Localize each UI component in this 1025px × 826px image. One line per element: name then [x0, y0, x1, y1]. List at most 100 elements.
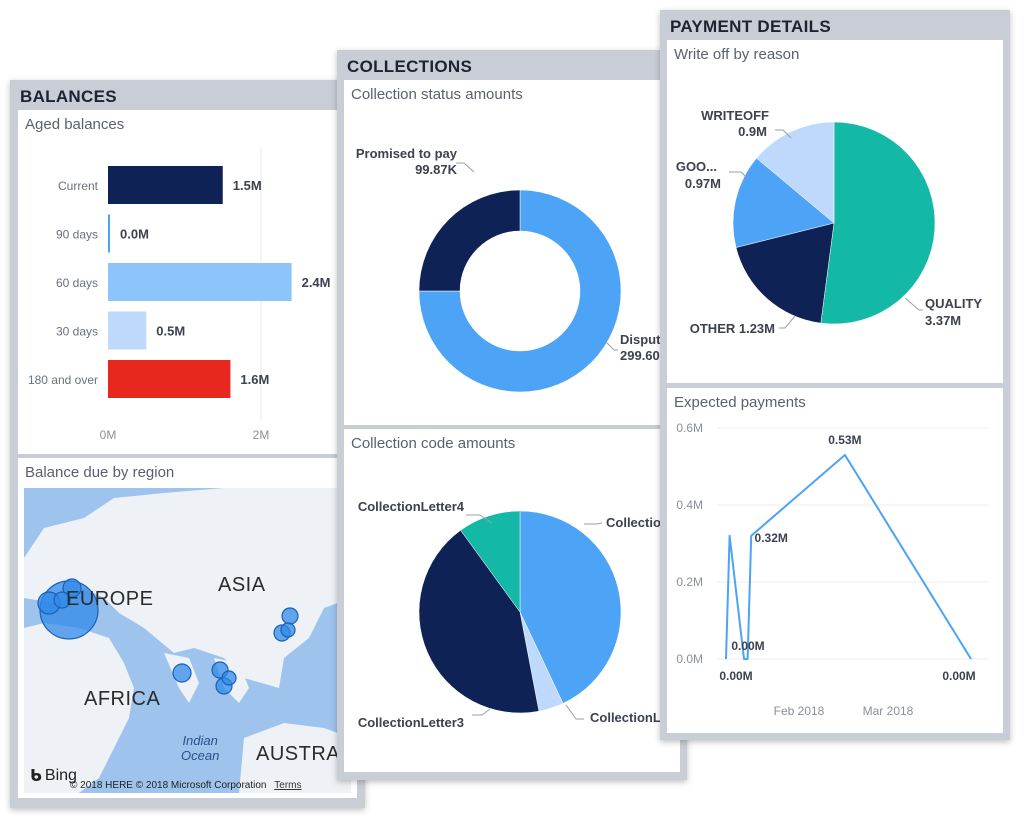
terms-link[interactable]: Terms	[274, 780, 302, 791]
pie-slice[interactable]	[735, 222, 835, 324]
slice-label: WRITEOFF	[701, 108, 769, 123]
x-tick-label: Mar 2018	[863, 704, 914, 718]
map-bubble[interactable]	[221, 670, 237, 686]
pie-slice[interactable]	[519, 510, 622, 704]
writeoff-title: Write off by reason	[674, 46, 800, 63]
aged-balances-title: Aged balances	[25, 116, 125, 133]
leader-line	[466, 514, 493, 524]
collection-code-title: Collection code amounts	[351, 435, 516, 452]
collection-status-tile[interactable]: Collection status amounts Dispute 299.60K…	[344, 80, 680, 425]
region-title: Balance due by region	[25, 464, 175, 481]
payment-title: PAYMENT DETAILS	[670, 17, 831, 36]
bar[interactable]	[108, 360, 231, 398]
expected-tile[interactable]: Expected payments 0.0M 0.2M 0.4M 0.6M 0.00M 0…	[667, 388, 1003, 733]
category-label: Current	[58, 179, 99, 193]
collection-code-tile[interactable]: Collection code amounts Collection Collec…	[344, 429, 680, 772]
balances-panel: BALANCES Aged balances Current 1.5M 90 day…	[10, 80, 365, 808]
payment-panel: PAYMENT DETAILS Write off by reason QUAL…	[660, 10, 1010, 740]
series-line	[725, 453, 972, 660]
map-bubble[interactable]	[280, 622, 296, 638]
value-label: 0.0M	[120, 227, 149, 242]
slice-label: Promised to pay	[356, 146, 458, 161]
map-copyright: © 2018 HERE © 2018 Microsoft Corporation…	[70, 780, 302, 791]
x-tick-label: 2M	[253, 428, 270, 442]
slice-value: 99.87K	[415, 162, 458, 177]
data-label: 0.00M	[719, 669, 752, 683]
map-bubble[interactable]	[281, 607, 299, 625]
pie-slice[interactable]	[820, 121, 936, 325]
slice-value: 299.60K	[620, 348, 670, 363]
expected-payments-chart: 0.0M 0.2M 0.4M 0.6M 0.00M 0.32M 0.00M 0.53M 0.00…	[676, 421, 989, 718]
map-label-australia: AUSTRA	[256, 743, 341, 765]
pie-slice[interactable]	[732, 157, 835, 248]
category-label: 30 days	[56, 325, 98, 339]
map-bubble[interactable]	[172, 663, 192, 683]
value-label: 1.6M	[240, 372, 269, 387]
value-label: 2.4M	[302, 275, 331, 290]
leader-line	[775, 129, 792, 139]
map-label-europe: EUROPE	[66, 588, 154, 610]
y-tick-label: 0.6M	[676, 421, 703, 435]
data-label: 0.53M	[828, 433, 861, 447]
y-tick-label: 0.0M	[676, 652, 703, 666]
slice-label: QUALITY	[925, 296, 982, 311]
leader-line	[565, 704, 584, 720]
leader-line	[472, 708, 491, 716]
data-label: 0.00M	[942, 669, 975, 683]
data-label: 0.32M	[755, 531, 788, 545]
pie-slice[interactable]	[418, 189, 622, 393]
slice-label: CollectionLet	[590, 710, 673, 725]
writeoff-chart: QUALITY 3.37M OTHER 1.23M GOO... 0.97M WRITEO…	[676, 108, 983, 336]
map-label-ocean: Indian Ocean	[181, 733, 220, 763]
slice-label: Dispute	[620, 332, 668, 347]
value-label: 1.5M	[233, 178, 262, 193]
slice-label: CollectionLetter4	[358, 499, 465, 514]
collection-status-title: Collection status amounts	[351, 86, 523, 103]
pie-slice[interactable]	[756, 121, 835, 224]
pie-slice[interactable]	[460, 510, 521, 613]
aged-balances-chart: Current 1.5M 90 days 0.0M 60 days 2.4M 30 days…	[28, 148, 331, 442]
region-tile[interactable]: Balance due by region	[18, 458, 357, 798]
map-bubble[interactable]	[62, 578, 82, 598]
y-tick-label: 0.2M	[676, 575, 703, 589]
pie-slice[interactable]	[418, 529, 540, 714]
category-label: 60 days	[56, 276, 98, 290]
leader-line	[584, 522, 603, 525]
data-label: 0.00M	[731, 639, 764, 653]
category-label: 90 days	[56, 228, 98, 242]
slice-label: OTHER 1.23M	[690, 321, 775, 336]
bar[interactable]	[108, 263, 292, 301]
collections-title: COLLECTIONS	[347, 57, 473, 76]
value-label: 0.5M	[156, 324, 185, 339]
leader-line	[904, 297, 923, 311]
balances-title: BALANCES	[20, 87, 117, 106]
x-tick-label: Feb 2018	[774, 704, 825, 718]
expected-title: Expected payments	[674, 394, 806, 411]
collections-panel: COLLECTIONS Collection status amounts Di…	[337, 50, 687, 780]
map-bubble[interactable]	[53, 591, 71, 609]
aged-balances-tile[interactable]: Aged balances Current 1.5M 90 days 0.0M 60 d…	[18, 110, 357, 454]
bar[interactable]	[108, 311, 147, 350]
slice-value: 3.37M	[925, 313, 961, 328]
leader-line	[605, 341, 618, 351]
map-label-asia: ASIA	[218, 574, 266, 596]
leader-line	[779, 315, 796, 329]
writeoff-tile[interactable]: Write off by reason QUALITY 3.37M OTHER 1.…	[667, 40, 1003, 383]
bar[interactable]	[108, 214, 110, 253]
bar[interactable]	[108, 166, 223, 204]
pie-slice[interactable]	[418, 189, 521, 292]
region-map[interactable]: EUROPE ASIA AFRICA AUSTRA Indian Ocean ᑲ…	[24, 488, 351, 793]
map-land	[24, 488, 351, 793]
leader-line	[729, 171, 748, 179]
category-label: 180 and over	[28, 373, 98, 387]
slice-label: CollectionLetter3	[358, 715, 464, 730]
x-tick-label: 0M	[100, 428, 117, 442]
bing-icon: ᑲ	[30, 768, 42, 785]
y-tick-label: 0.4M	[676, 498, 703, 512]
slice-value: 0.97M	[685, 176, 721, 191]
slice-label: Collection	[606, 515, 669, 530]
map-label-africa: AFRICA	[84, 688, 161, 710]
leader-line	[456, 162, 475, 173]
bing-logo: ᑲ Bing	[30, 767, 77, 785]
